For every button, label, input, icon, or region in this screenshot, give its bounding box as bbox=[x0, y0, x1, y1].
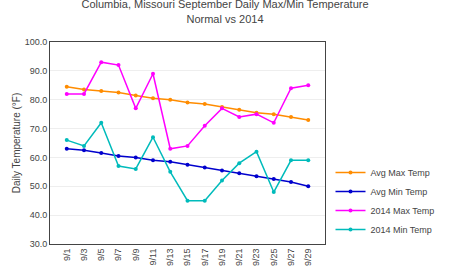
svg-text:9/27: 9/27 bbox=[286, 249, 296, 267]
svg-text:50.0: 50.0 bbox=[30, 181, 48, 191]
svg-text:70.0: 70.0 bbox=[30, 124, 48, 134]
svg-text:Daily Temperature (°F): Daily Temperature (°F) bbox=[11, 93, 22, 194]
svg-text:9/9: 9/9 bbox=[131, 249, 141, 262]
svg-text:60.0: 60.0 bbox=[30, 153, 48, 163]
svg-text:30.0: 30.0 bbox=[30, 239, 48, 249]
svg-text:9/3: 9/3 bbox=[79, 249, 89, 262]
svg-text:9/5: 9/5 bbox=[96, 249, 106, 262]
svg-text:9/1: 9/1 bbox=[62, 249, 72, 262]
svg-text:9/7: 9/7 bbox=[113, 249, 123, 262]
svg-text:Avg Min Temp: Avg Min Temp bbox=[371, 187, 428, 197]
svg-text:100.0: 100.0 bbox=[25, 37, 48, 47]
svg-text:2014 Min Temp: 2014 Min Temp bbox=[371, 225, 432, 235]
svg-text:9/11: 9/11 bbox=[148, 249, 158, 266]
svg-text:9/15: 9/15 bbox=[182, 249, 192, 267]
svg-text:9/19: 9/19 bbox=[217, 249, 227, 267]
svg-text:9/13: 9/13 bbox=[165, 249, 175, 267]
svg-text:2014 Max Temp: 2014 Max Temp bbox=[371, 206, 435, 216]
svg-text:90.0: 90.0 bbox=[30, 66, 48, 76]
svg-text:9/21: 9/21 bbox=[234, 249, 244, 267]
svg-text:Avg Max Temp: Avg Max Temp bbox=[371, 168, 430, 178]
svg-text:9/29: 9/29 bbox=[303, 249, 313, 267]
svg-text:40.0: 40.0 bbox=[30, 210, 48, 220]
svg-text:80.0: 80.0 bbox=[30, 95, 48, 105]
svg-text:Columbia, Missouri September D: Columbia, Missouri September Daily Max/M… bbox=[81, 0, 368, 25]
svg-text:9/23: 9/23 bbox=[251, 249, 261, 267]
svg-text:9/25: 9/25 bbox=[269, 249, 279, 267]
svg-text:9/17: 9/17 bbox=[200, 249, 210, 267]
